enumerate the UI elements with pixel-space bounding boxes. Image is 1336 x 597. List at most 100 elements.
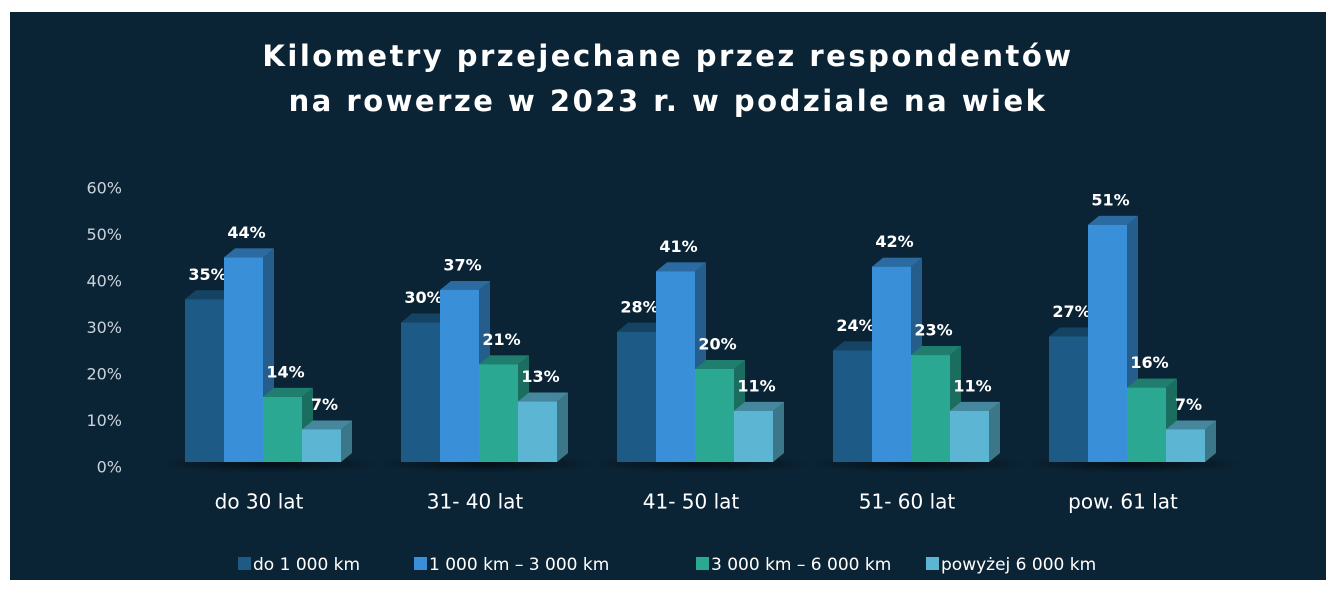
y-tick-label: 60% xyxy=(86,179,122,198)
data-label: 13% xyxy=(521,367,559,386)
x-tick-label: 51- 60 lat xyxy=(859,490,956,514)
bar-front xyxy=(695,369,734,462)
bar-top-shade xyxy=(479,355,529,365)
bar-front xyxy=(1127,387,1166,462)
bar-top xyxy=(1088,215,1138,225)
bar-top-shade xyxy=(401,313,451,323)
y-tick-label: 30% xyxy=(86,318,122,337)
bar xyxy=(302,420,352,462)
data-label: 11% xyxy=(953,376,991,395)
data-label: 44% xyxy=(227,223,265,242)
legend-swatch xyxy=(696,557,709,570)
bar-top-shade xyxy=(1127,378,1177,388)
data-label: 23% xyxy=(914,321,952,340)
bar-top-shade xyxy=(185,290,235,300)
chart-title: Kilometry przejechane przez respondentów xyxy=(262,39,1073,73)
legend-label: powyżej 6 000 km xyxy=(941,555,1096,575)
bar-top xyxy=(734,401,784,411)
legend-swatch xyxy=(238,557,251,570)
bar-top xyxy=(518,392,568,402)
bar-top-shade xyxy=(263,387,313,397)
data-label: 35% xyxy=(188,265,226,284)
bar xyxy=(1166,420,1216,462)
bar-side xyxy=(341,420,352,462)
bar-top-shade xyxy=(950,401,1000,411)
bar-top-shade xyxy=(872,257,922,267)
bar-side xyxy=(773,401,784,462)
bar-front xyxy=(185,299,224,462)
x-tick-label: pow. 61 lat xyxy=(1068,490,1178,514)
bar-top xyxy=(479,355,529,365)
data-label: 20% xyxy=(698,335,736,354)
bar-top-shade xyxy=(302,420,352,430)
bar-side-shade xyxy=(773,401,784,462)
bar-top-shade xyxy=(1166,420,1216,430)
bar xyxy=(734,401,784,462)
bar-front xyxy=(518,401,557,462)
y-tick-label: 20% xyxy=(86,365,122,384)
bar-side-shade xyxy=(341,420,352,462)
data-label: 28% xyxy=(620,297,658,316)
bar-top-shade xyxy=(833,341,883,351)
bar-top xyxy=(950,401,1000,411)
bar-front xyxy=(1088,224,1127,462)
bar-top xyxy=(833,341,883,351)
bar-top xyxy=(224,248,274,258)
bar-top-shade xyxy=(911,346,961,356)
bar-top-shade xyxy=(224,248,274,258)
bar xyxy=(518,392,568,462)
bar xyxy=(950,401,1000,462)
y-tick-label: 50% xyxy=(86,225,122,244)
data-label: 27% xyxy=(1052,302,1090,321)
bar-top-shade xyxy=(695,360,745,369)
bar-side xyxy=(1205,420,1216,462)
bar-top-shade xyxy=(1049,327,1099,337)
x-tick-label: 41- 50 lat xyxy=(643,490,740,514)
data-label: 16% xyxy=(1130,353,1168,372)
bar-top-shade xyxy=(518,392,568,402)
bar-top-shade xyxy=(440,280,490,290)
bar-top xyxy=(1127,378,1177,388)
bar-top xyxy=(185,290,235,300)
x-tick-label: do 30 lat xyxy=(215,490,304,514)
data-label: 51% xyxy=(1091,190,1129,209)
y-tick-label: 10% xyxy=(86,411,122,430)
chart-title: na rowerze w 2023 r. w podziale na wiek xyxy=(289,84,1048,118)
legend-label: 3 000 km – 6 000 km xyxy=(711,555,891,575)
bar-top xyxy=(1166,420,1216,430)
bar-front xyxy=(1166,429,1205,462)
bar-side xyxy=(989,401,1000,462)
bar-front xyxy=(263,396,302,462)
bar-top xyxy=(263,387,313,397)
bar-side-shade xyxy=(989,401,1000,462)
y-tick-label: 40% xyxy=(86,272,122,291)
bar-top xyxy=(695,360,745,369)
bar-front xyxy=(911,355,950,462)
data-label: 41% xyxy=(659,237,697,256)
data-label: 30% xyxy=(404,288,442,307)
bar-front xyxy=(224,257,263,462)
legend-label: 1 000 km – 3 000 km xyxy=(429,555,609,575)
bar-front xyxy=(302,429,341,462)
y-tick-label: 0% xyxy=(97,458,122,477)
bar-top-shade xyxy=(734,401,784,411)
legend-swatch xyxy=(414,557,427,570)
bar-front xyxy=(872,266,911,462)
bar-front xyxy=(479,364,518,462)
bar-side-shade xyxy=(557,392,568,462)
bar-top xyxy=(1049,327,1099,337)
data-label: 14% xyxy=(266,362,304,381)
bar-side-shade xyxy=(1205,420,1216,462)
bar-front xyxy=(401,322,440,462)
bar-side xyxy=(557,392,568,462)
data-label: 21% xyxy=(482,330,520,349)
legend-label: do 1 000 km xyxy=(253,555,360,575)
data-label: 11% xyxy=(737,376,775,395)
bar-top xyxy=(872,257,922,267)
bar-top-shade xyxy=(617,322,667,332)
data-label: 37% xyxy=(443,255,481,274)
bar-front xyxy=(950,410,989,462)
legend-swatch xyxy=(926,557,939,570)
bar-top xyxy=(302,420,352,430)
